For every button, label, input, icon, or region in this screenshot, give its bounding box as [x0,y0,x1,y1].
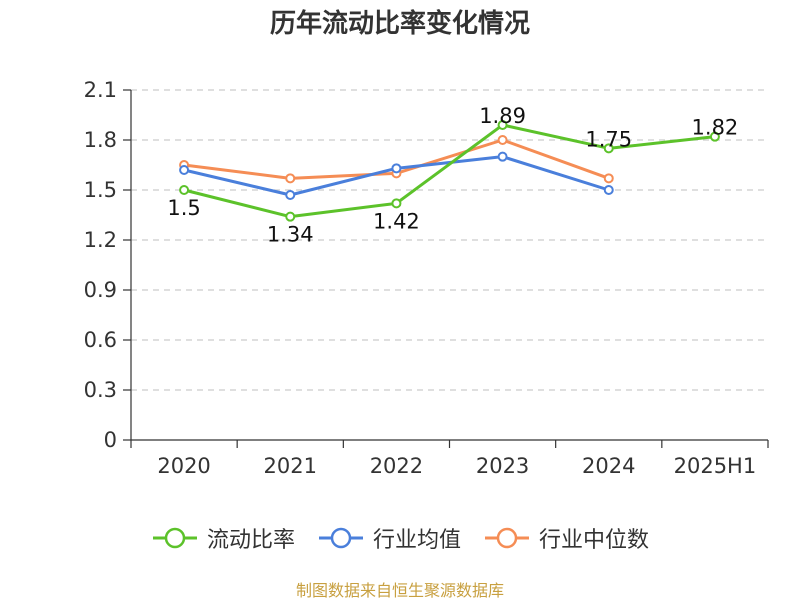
series-point-1 [285,190,296,200]
chart-title: 历年流动比率变化情况 [269,9,530,39]
y-tick-label: 0.9 [84,278,117,302]
series-point-2 [603,173,614,184]
series-point-0 [497,120,508,130]
series-point-1 [497,151,508,162]
x-tick-label: 2022 [370,454,423,478]
y-tick-label: 0.3 [84,378,117,402]
legend-item-current-ratio[interactable]: 流动比率 [151,522,295,554]
series-point-0 [709,131,720,142]
series-point-0 [391,198,402,209]
data-label: 1.34 [267,223,314,247]
legend-label-industry-median: 行业中位数 [539,528,650,553]
legend-item-industry-median[interactable]: 行业中位数 [483,522,649,554]
data-label: 1.42 [373,209,420,233]
legend-label-current-ratio: 流动比率 [206,528,295,553]
data-label: 1.89 [479,104,526,128]
series-point-0 [285,211,296,222]
y-tick-label: 0.6 [84,328,117,352]
data-label: 1.5 [167,196,200,220]
data-labels: 1.5 1.34 1.42 1.89 1.75 1.82 [167,104,738,247]
tick-labels: 0 0.3 0.6 0.9 1.2 1.5 1.8 2.1 2020 2021 2022 2023 20… [84,78,757,478]
series-point-2 [285,173,296,184]
y-tick-label: 0 [104,428,117,452]
legend-swatch-industry-median [485,527,529,549]
series-lines [183,123,716,219]
y-tick-label: 1.5 [84,178,117,202]
data-source-note: 制图数据来自恒生聚源数据库 [295,581,504,600]
data-label: 1.75 [585,127,632,151]
y-tick-label: 2.1 [84,78,117,102]
x-tick-label: 2021 [264,454,317,478]
grid-lines [131,89,768,391]
legend-label-industry-mean: 行业均值 [372,528,461,553]
y-tick-label: 1.8 [84,128,117,152]
series-point-0 [603,143,614,154]
axes [123,89,769,448]
legend-swatch-current-ratio [152,527,197,549]
x-tick-label: 2023 [476,454,529,478]
x-tick-label: 2024 [582,454,635,478]
data-label: 1.82 [692,116,739,140]
y-tick-label: 1.2 [84,228,117,252]
legend-item-industry-mean[interactable]: 行业均值 [317,522,461,554]
series-point-2 [497,135,508,145]
series-point-0 [179,185,190,195]
series-line-0 [183,123,716,219]
legend: 流动比率 行业均值 行业中位数 [0,518,800,558]
series-point-1 [603,185,614,195]
x-tick-label: 2025H1 [674,454,757,478]
x-tick-label: 2020 [157,454,210,478]
series-point-1 [391,163,402,174]
series-point-1 [179,165,190,175]
legend-swatch-industry-mean [318,527,363,549]
series-points [179,120,720,222]
